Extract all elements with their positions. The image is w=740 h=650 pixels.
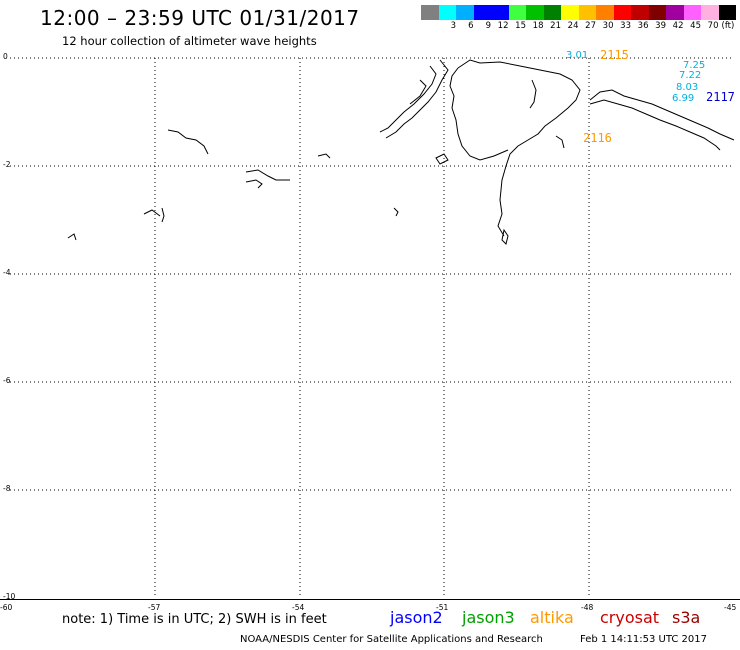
color-swatch xyxy=(596,5,614,20)
swh-value: 8.03 xyxy=(676,82,699,93)
color-swatch xyxy=(666,5,684,20)
chart-title: 12:00 – 23:59 UTC 01/31/2017 xyxy=(40,6,360,30)
color-scale-label: 21 xyxy=(550,21,561,31)
y-tick-label: -2 xyxy=(3,160,11,169)
track-label: 2117 xyxy=(706,90,735,104)
swh-value: 7.22 xyxy=(679,70,702,81)
color-swatch xyxy=(718,5,736,20)
color-scale-label: 39 xyxy=(655,21,666,31)
y-tick-label: -6 xyxy=(3,376,11,385)
x-tick-label: -60 xyxy=(0,603,13,612)
legend-cryosat: cryosat xyxy=(600,608,660,627)
color-swatch xyxy=(578,5,596,20)
x-tick-label: -51 xyxy=(436,603,449,612)
plot-frame-bottom xyxy=(0,599,740,600)
swh-value: 6.99 xyxy=(672,93,695,104)
grid-lines xyxy=(10,57,734,598)
color-scale-label: 30 xyxy=(602,21,614,31)
color-scale-labels: 3 6 9 12 15 18 21 24 27 30 33 36 39 42 45 70 (ft) xyxy=(421,21,735,31)
timestamp-text: Feb 1 14:11:53 UTC 2017 xyxy=(580,634,707,645)
coastline xyxy=(67,59,735,245)
color-swatch xyxy=(613,5,631,20)
color-scale-label: 45 xyxy=(690,21,701,31)
color-scale-label: 70 xyxy=(707,21,719,31)
y-tick-label: -10 xyxy=(3,592,16,601)
color-scale-label: 3 xyxy=(450,21,456,31)
color-scale-label: 27 xyxy=(585,21,596,31)
color-swatch xyxy=(421,5,439,20)
x-tick-label: -54 xyxy=(292,603,305,612)
y-tick-label: -8 xyxy=(3,484,11,493)
color-scale-label: 24 xyxy=(567,21,579,31)
color-swatch xyxy=(683,5,701,20)
legend-s3a: s3a xyxy=(672,608,701,627)
color-scale-label: 12 xyxy=(497,21,509,31)
color-swatch xyxy=(526,5,544,20)
x-tick-label: -57 xyxy=(148,603,161,612)
color-swatch xyxy=(438,5,456,20)
color-swatch xyxy=(508,5,526,20)
color-scale-label: 33 xyxy=(620,21,631,31)
color-scale-label: 6 xyxy=(468,21,474,31)
color-swatch xyxy=(631,5,649,20)
credit-text: NOAA/NESDIS Center for Satellite Applica… xyxy=(240,634,543,645)
color-swatch xyxy=(701,5,719,20)
chart-subtitle: 12 hour collection of altimeter wave hei… xyxy=(62,34,317,48)
color-swatch xyxy=(491,5,509,20)
legend-jason2: jason2 xyxy=(390,608,443,627)
x-tick-label: -48 xyxy=(581,603,594,612)
color-scale-label: 36 xyxy=(637,21,649,31)
color-scale-label: 42 xyxy=(672,21,684,31)
legend-jason3: jason3 xyxy=(462,608,515,627)
color-scale-bar xyxy=(421,5,736,20)
color-scale-label: 18 xyxy=(532,21,544,31)
note-text: note: 1) Time is in UTC; 2) SWH is in fe… xyxy=(62,612,327,627)
color-swatch xyxy=(456,5,474,20)
swh-value: 3.01 xyxy=(566,50,589,61)
color-swatch xyxy=(648,5,666,20)
color-swatch xyxy=(561,5,579,20)
swh-value: 7.25 xyxy=(683,60,706,71)
x-tick-label: -45 xyxy=(724,603,737,612)
track-label: 2115 xyxy=(600,48,629,62)
track-label: 2116 xyxy=(583,131,612,145)
color-swatch xyxy=(473,5,491,20)
color-scale-unit: (ft) xyxy=(721,21,735,31)
color-scale-label: 15 xyxy=(515,21,526,31)
color-scale-label: 9 xyxy=(485,21,491,31)
y-tick-label: -4 xyxy=(3,268,11,277)
legend-altika: altika xyxy=(530,608,574,627)
y-tick-label: 0 xyxy=(3,52,8,61)
color-swatch xyxy=(543,5,561,20)
